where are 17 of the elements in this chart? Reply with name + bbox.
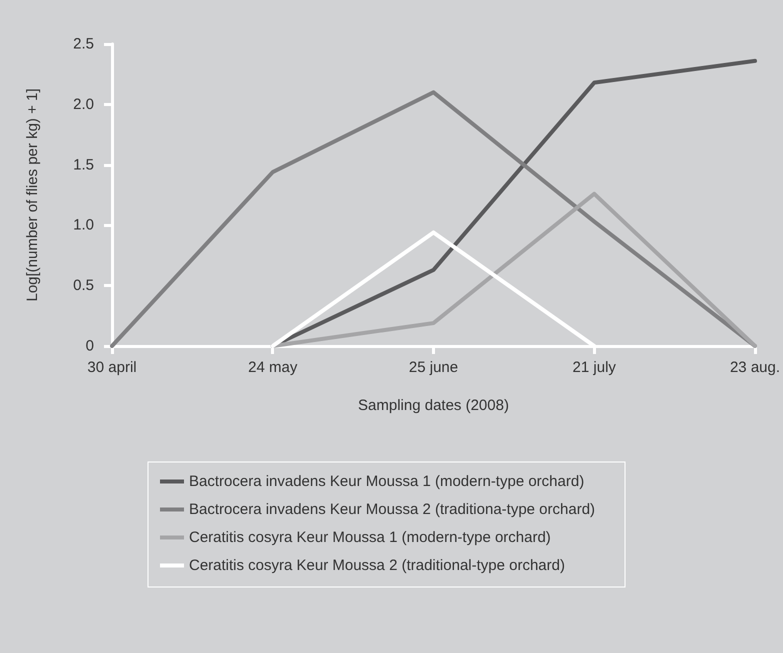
x-tick-label: 24 may (248, 359, 298, 376)
y-tick-label: 0.5 (73, 277, 94, 294)
legend-label: Ceratitis cosyra Keur Moussa 2 (traditional-type orchard) (189, 557, 565, 574)
x-tick-label: 25 june (408, 359, 458, 376)
legend-label: Bactrocera invadens Keur Moussa 1 (modern-type orchard) (189, 473, 584, 490)
x-tick-label: 23 aug. (730, 359, 780, 376)
y-tick-label: 1.5 (73, 156, 94, 174)
x-tick-label: 21 july (572, 359, 616, 376)
x-axis-title: Sampling dates (2008) (358, 397, 509, 414)
y-tick-label: 2.5 (73, 36, 94, 52)
y-tick-label: 0 (86, 338, 94, 354)
x-tick-label: 30 april (87, 359, 137, 376)
y-axis-title: Log[(number of flies per kg) + 1] (24, 88, 41, 302)
legend-label: Bactrocera invadens Keur Moussa 2 (traditiona-type orchard) (189, 501, 596, 518)
y-tick-label: 2.0 (73, 96, 94, 113)
legend-label: Ceratitis cosyra Keur Moussa 1 (modern-type orchard) (189, 529, 551, 546)
y-tick-label: 1.0 (73, 216, 94, 234)
